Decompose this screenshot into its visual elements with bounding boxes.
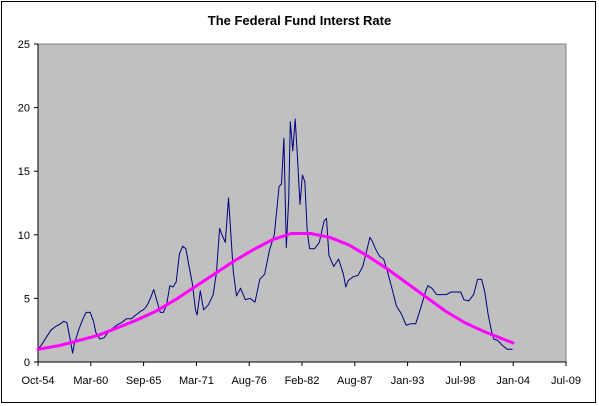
y-tick-label: 15 [18,166,30,178]
y-tick-label: 10 [18,230,30,242]
x-tick-label: Oct-54 [21,375,54,387]
y-axis: 0 5 10 15 20 25 [18,39,39,369]
x-tick-label: Sep-65 [126,375,161,387]
x-tick-label: Jan-04 [496,375,530,387]
plot-area [37,43,567,363]
x-tick-label: Mar-71 [179,375,214,387]
x-tick-label: Jul-09 [551,375,581,387]
rate-series-line [37,118,513,354]
y-tick-label: 5 [24,293,30,305]
x-tick-label: Jul-98 [445,375,475,387]
x-axis: Oct-54 Mar-60 Sep-65 Mar-71 Aug-76 Feb-82 Aug-… [21,361,581,387]
series-group [36,118,515,354]
y-tick-label: 0 [24,357,30,369]
trend-curve-line [36,232,515,351]
x-tick-label: Aug-76 [231,375,266,387]
x-tick-label: Mar-60 [73,375,108,387]
x-tick-label: Aug-87 [337,375,372,387]
chart-title: The Federal Fund Interst Rate [207,13,392,28]
x-tick-label: Jan-93 [391,375,425,387]
x-tick-label: Feb-82 [285,375,320,387]
y-tick-label: 25 [18,39,30,51]
y-tick-label: 20 [18,103,30,115]
